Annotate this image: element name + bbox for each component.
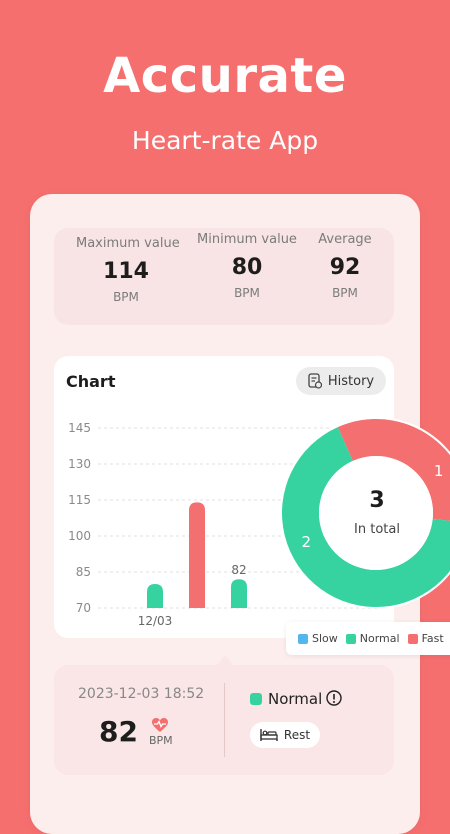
donut-segment-label: 1 bbox=[434, 462, 444, 480]
hero-subtitle: Heart-rate App bbox=[131, 126, 319, 155]
stat-value: 114 bbox=[103, 259, 149, 284]
record-card[interactable]: 2023-12-03 18:52 82 BPM Normal Rest bbox=[54, 665, 394, 775]
activity-label: Rest bbox=[283, 728, 311, 742]
stat-label: Average bbox=[318, 232, 372, 247]
history-button[interactable]: History bbox=[296, 367, 386, 395]
hero-title: Accurate bbox=[103, 48, 347, 104]
record-unit: BPM bbox=[149, 734, 173, 747]
stat-minimum: Minimum value 80 BPM bbox=[197, 232, 297, 300]
record-pointer bbox=[217, 655, 233, 665]
legend-item-normal: Normal bbox=[345, 632, 400, 645]
chart-title: Chart bbox=[66, 372, 116, 391]
history-label: History bbox=[327, 373, 375, 389]
x-tick-label: 12/03 bbox=[138, 614, 173, 628]
info-icon[interactable] bbox=[326, 690, 342, 706]
status-swatch bbox=[250, 693, 262, 705]
donut-chart: 12 bbox=[280, 418, 450, 608]
chart-legend: Slow Normal Fast bbox=[286, 622, 450, 655]
legend-item-fast: Fast bbox=[407, 632, 444, 645]
y-tick-label: 70 bbox=[76, 601, 91, 615]
legend-label: Fast bbox=[421, 632, 444, 645]
legend-label: Normal bbox=[359, 632, 400, 645]
stat-maximum: Maximum value 114 BPM bbox=[76, 236, 180, 304]
legend-item-slow: Slow bbox=[298, 632, 338, 645]
record-divider bbox=[224, 683, 225, 757]
y-tick-label: 100 bbox=[68, 529, 91, 543]
bar-data-label: 82 bbox=[231, 563, 246, 577]
y-tick-label: 145 bbox=[68, 421, 91, 435]
legend-label: Slow bbox=[312, 632, 338, 645]
bed-icon bbox=[260, 729, 278, 741]
bar bbox=[147, 584, 163, 608]
donut-total: 3 bbox=[369, 488, 385, 513]
donut-segment bbox=[337, 419, 450, 521]
stat-label: Maximum value bbox=[76, 236, 180, 251]
stat-average: Average 92 BPM bbox=[310, 232, 380, 300]
stat-value: 80 bbox=[231, 255, 263, 280]
y-tick-label: 130 bbox=[68, 457, 91, 471]
record-datetime: 2023-12-03 18:52 bbox=[78, 686, 205, 702]
donut-segment bbox=[282, 427, 450, 607]
bar bbox=[231, 579, 247, 608]
activity-tag[interactable]: Rest bbox=[250, 722, 320, 748]
y-tick-label: 85 bbox=[76, 565, 91, 579]
stats-panel: Maximum value 114 BPM Minimum value 80 B… bbox=[54, 228, 394, 325]
history-icon bbox=[308, 373, 322, 389]
stat-label: Minimum value bbox=[197, 232, 297, 247]
y-tick-label: 115 bbox=[68, 493, 91, 507]
heart-icon bbox=[152, 718, 168, 732]
donut-segment-label: 2 bbox=[301, 533, 311, 551]
stat-unit: BPM bbox=[234, 286, 260, 300]
stat-value: 92 bbox=[329, 255, 361, 280]
donut-total-label: In total bbox=[354, 522, 400, 537]
bar bbox=[189, 502, 205, 608]
donut-hole bbox=[319, 456, 433, 570]
record-value: 82 bbox=[99, 715, 138, 748]
stat-unit: BPM bbox=[113, 290, 139, 304]
stat-unit: BPM bbox=[332, 286, 358, 300]
record-status: Normal bbox=[268, 690, 323, 708]
